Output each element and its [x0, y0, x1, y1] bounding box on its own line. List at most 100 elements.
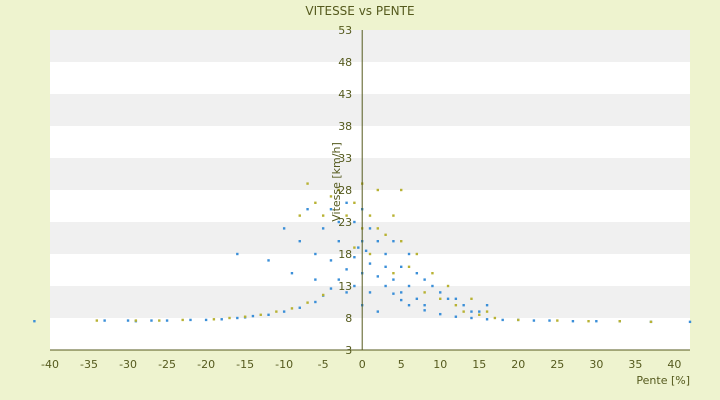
- data-point: [415, 272, 419, 275]
- data-point: [392, 272, 395, 275]
- x-tick-label: -35: [80, 358, 98, 371]
- data-point: [407, 284, 411, 288]
- x-tick-label: 20: [511, 358, 525, 371]
- data-point: [243, 315, 247, 318]
- data-point: [462, 304, 465, 307]
- data-point: [228, 316, 231, 320]
- data-point: [298, 240, 301, 243]
- data-point: [400, 240, 403, 243]
- grid-band: [50, 94, 690, 126]
- data-point: [392, 292, 395, 295]
- grid-band: [50, 126, 690, 158]
- data-point: [392, 278, 395, 281]
- data-point: [407, 265, 411, 268]
- data-point: [353, 201, 356, 204]
- data-point: [587, 320, 590, 323]
- data-point: [306, 301, 309, 304]
- data-point: [485, 310, 489, 313]
- grid-band: [50, 158, 690, 190]
- data-point: [165, 319, 169, 322]
- data-point: [446, 284, 450, 288]
- data-point: [251, 314, 255, 318]
- data-point: [259, 313, 262, 316]
- x-tick-label: -10: [275, 358, 293, 371]
- data-point: [306, 208, 309, 211]
- data-point: [532, 319, 536, 322]
- data-point: [376, 240, 380, 243]
- data-point: [353, 220, 356, 224]
- data-point: [345, 201, 348, 204]
- x-tick-label: -30: [119, 358, 137, 371]
- data-point: [384, 265, 387, 268]
- data-point: [376, 227, 380, 230]
- data-point: [181, 318, 184, 322]
- data-point: [364, 249, 368, 252]
- data-point: [212, 318, 216, 321]
- data-points: [33, 182, 692, 324]
- data-point: [329, 259, 333, 262]
- y-tick-label: 28: [338, 184, 352, 197]
- x-tick-label: 35: [628, 358, 642, 371]
- data-point: [470, 297, 473, 300]
- grid-band: [50, 190, 690, 222]
- y-tick-label: 43: [338, 88, 352, 101]
- data-point: [314, 201, 317, 204]
- data-point: [384, 233, 387, 236]
- y-tick-label: 8: [345, 312, 352, 325]
- grid-band: [50, 318, 690, 350]
- data-point: [392, 214, 395, 217]
- data-point: [321, 227, 325, 230]
- data-point: [368, 291, 372, 294]
- data-point: [376, 188, 380, 192]
- data-point: [376, 275, 380, 278]
- data-point: [415, 297, 419, 300]
- data-point: [290, 307, 294, 310]
- y-tick-label: 23: [338, 216, 352, 229]
- data-point: [423, 304, 426, 307]
- data-point: [267, 313, 270, 316]
- data-point: [618, 320, 621, 323]
- data-point: [236, 316, 239, 320]
- y-axis-label: Vitesse [km/h]: [330, 142, 343, 222]
- x-tick-label: 5: [398, 358, 405, 371]
- data-point: [353, 246, 356, 249]
- data-point: [345, 214, 348, 217]
- data-point: [158, 319, 161, 322]
- data-point: [329, 287, 333, 290]
- y-tick-label: 53: [338, 24, 352, 37]
- data-point: [400, 291, 403, 294]
- data-point: [314, 278, 317, 281]
- data-point: [368, 227, 372, 230]
- y-tick-label: 38: [338, 120, 352, 133]
- x-tick-label: -15: [236, 358, 254, 371]
- data-point: [501, 318, 504, 322]
- data-point: [368, 262, 372, 265]
- data-point: [189, 318, 192, 322]
- data-point: [470, 310, 473, 313]
- data-point: [400, 298, 403, 302]
- data-point: [337, 188, 340, 192]
- data-point: [306, 182, 309, 185]
- data-point: [485, 318, 489, 321]
- x-tick-label: 40: [667, 358, 681, 371]
- data-point: [595, 320, 598, 323]
- data-point: [478, 310, 481, 313]
- data-point: [454, 297, 458, 300]
- data-point: [150, 319, 153, 322]
- data-point: [314, 252, 317, 256]
- data-point: [282, 310, 286, 313]
- data-point: [33, 320, 36, 323]
- data-point: [446, 297, 450, 300]
- data-point: [415, 252, 419, 256]
- x-tick-label: 30: [589, 358, 603, 371]
- data-point: [400, 188, 403, 192]
- data-point: [407, 304, 411, 307]
- data-point: [423, 278, 426, 281]
- data-point: [282, 227, 286, 230]
- y-tick-labels: 38131823283338434853: [338, 24, 352, 357]
- data-point: [407, 252, 411, 256]
- y-tick-label: 33: [338, 152, 352, 165]
- data-point: [454, 315, 458, 318]
- data-point: [556, 319, 559, 322]
